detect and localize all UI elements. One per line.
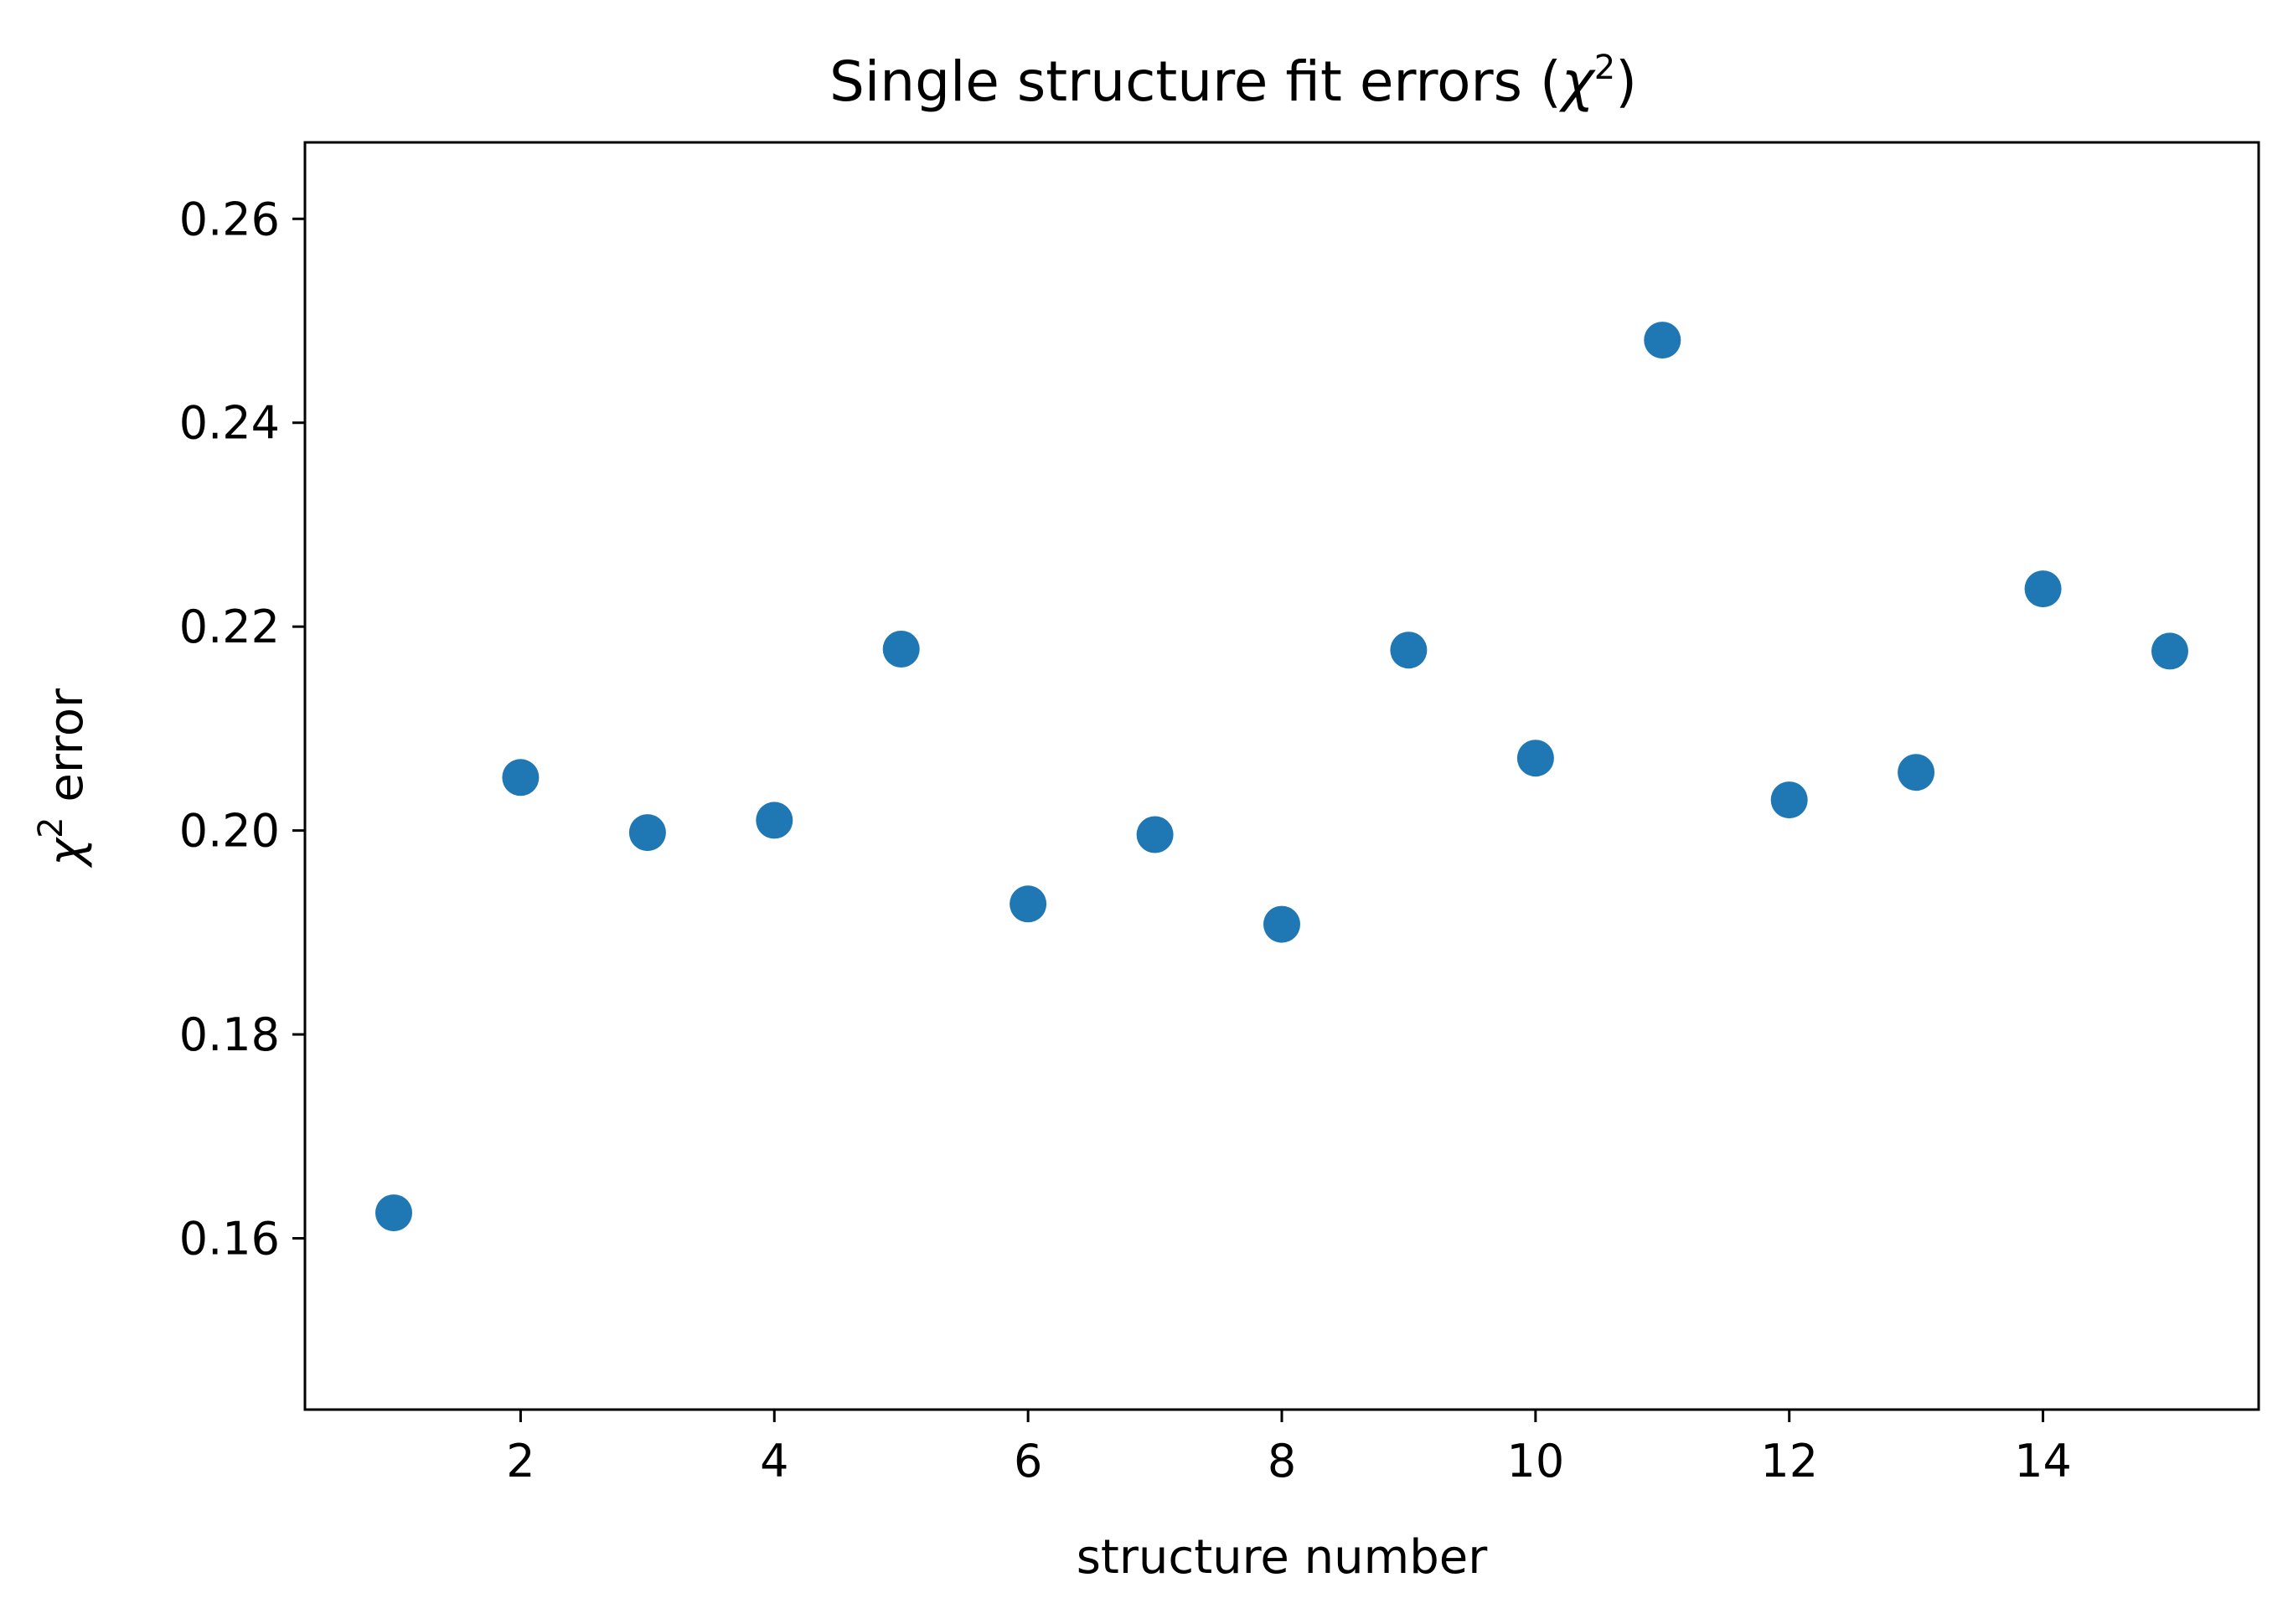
x-tick-label: 10 <box>1506 1435 1564 1487</box>
x-tick-label: 8 <box>1268 1435 1296 1487</box>
data-point <box>628 814 666 852</box>
data-point <box>502 759 540 797</box>
x-tick-label: 14 <box>2014 1435 2072 1487</box>
y-tick-label: 0.18 <box>179 1008 280 1061</box>
data-point <box>882 631 920 668</box>
data-point <box>1644 322 1681 359</box>
y-axis-label: χ2 error <box>32 688 94 869</box>
y-tick-label: 0.22 <box>179 601 280 653</box>
data-point <box>1516 740 1554 777</box>
y-tick-label: 0.26 <box>179 193 280 245</box>
data-point <box>1390 632 1428 669</box>
x-tick-label: 2 <box>506 1435 535 1487</box>
data-point <box>2151 632 2188 670</box>
x-tick-label: 12 <box>1760 1435 1818 1487</box>
data-point <box>1136 816 1174 853</box>
data-point <box>1898 754 1935 791</box>
x-axis-ticks: 2 4 6 8 10 12 14 <box>506 1410 2072 1487</box>
x-tick-label: 4 <box>760 1435 788 1487</box>
data-point <box>2024 570 2062 608</box>
data-point <box>1010 885 1047 923</box>
data-points <box>375 322 2188 1232</box>
data-point <box>375 1194 412 1232</box>
data-point <box>1770 781 1808 819</box>
x-tick-label: 6 <box>1014 1435 1042 1487</box>
chart-title: Single structure fit errors (χ2) <box>829 49 1637 114</box>
data-point <box>1263 905 1300 943</box>
y-tick-label: 0.16 <box>179 1213 280 1266</box>
x-axis-label: structure number <box>1077 1530 1488 1585</box>
y-tick-label: 0.24 <box>179 397 280 450</box>
y-tick-label: 0.20 <box>179 805 280 858</box>
data-point <box>756 802 793 839</box>
y-axis-ticks: 0.16 0.18 0.20 0.22 0.24 0.26 <box>179 193 305 1266</box>
